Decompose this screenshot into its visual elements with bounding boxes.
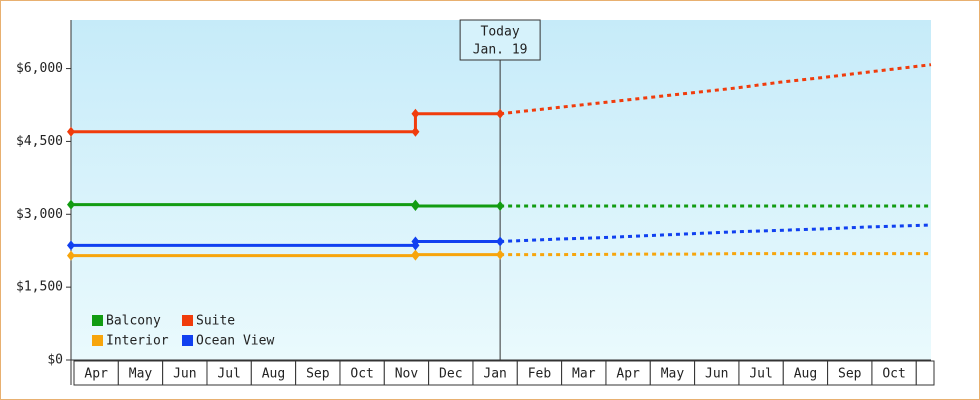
- x-tick-label: Jun: [705, 367, 728, 382]
- point: [496, 236, 505, 247]
- point: [67, 240, 75, 251]
- point: [67, 199, 75, 210]
- x-tick-label: Jan: [483, 367, 506, 382]
- y-tick-label: $3,000: [16, 207, 63, 222]
- x-tick-label: Mar: [572, 367, 596, 382]
- x-axis-cell: [383, 360, 430, 386]
- point: [411, 249, 420, 260]
- x-tick-label: Sep: [306, 367, 330, 382]
- x-axis-cell: [250, 360, 297, 386]
- legend-swatch: [92, 315, 103, 326]
- legend-swatch: [182, 335, 193, 346]
- x-axis-cell: [605, 360, 651, 386]
- y-tick-label: $1,500: [16, 280, 63, 295]
- x-axis-cell: [428, 360, 474, 386]
- x-tick-label: Aug: [262, 367, 285, 382]
- legend-label: Suite: [196, 314, 235, 329]
- x-tick-label: Oct: [350, 367, 373, 382]
- legend-label: Interior: [106, 334, 169, 349]
- today-label: Jan. 19: [473, 43, 528, 58]
- x-axis-cell: [738, 360, 784, 386]
- today-box: [459, 19, 541, 61]
- x-axis-cell: [339, 360, 385, 386]
- x-tick-label: Jun: [173, 367, 196, 382]
- point: [411, 236, 420, 247]
- point: [411, 108, 420, 119]
- x-tick-label: Dec: [439, 367, 462, 382]
- x-axis-cell: [295, 360, 341, 386]
- point: [496, 201, 505, 212]
- series-line: [500, 223, 932, 243]
- x-tick-label: Oct: [882, 367, 905, 382]
- x-axis-cell: [472, 360, 518, 386]
- point: [411, 126, 420, 137]
- x-axis-cell: [206, 360, 252, 386]
- series-line: [71, 203, 501, 208]
- x-tick-label: Feb: [528, 367, 552, 382]
- x-tick-label: Aug: [794, 367, 817, 382]
- x-tick-label: Apr: [616, 367, 640, 382]
- legend-swatch: [92, 335, 103, 346]
- x-tick-label: May: [129, 367, 153, 382]
- x-tick-label: Apr: [84, 367, 108, 382]
- series-line: [499, 63, 932, 116]
- series-line: [71, 253, 501, 258]
- x-axis-cell: [782, 360, 829, 386]
- x-tick-label: Nov: [395, 367, 419, 382]
- legend-swatch: [182, 315, 193, 326]
- x-tick-label: Sep: [838, 367, 862, 382]
- legend-label: Balcony: [106, 314, 161, 329]
- point: [67, 250, 75, 261]
- point: [67, 126, 75, 137]
- point: [496, 108, 505, 119]
- x-axis-cell: [162, 360, 208, 386]
- x-tick-label: Jul: [217, 367, 240, 382]
- x-axis-cell: [561, 360, 607, 386]
- x-axis-cell: [915, 360, 935, 386]
- point: [496, 249, 505, 260]
- point: [411, 201, 420, 212]
- x-tick-label: Jul: [749, 367, 772, 382]
- plot-area: [71, 20, 931, 360]
- y-tick-label: $0: [47, 353, 63, 368]
- series-line: [500, 252, 931, 257]
- y-tick-label: $4,500: [16, 134, 63, 149]
- y-tick-label: $6,000: [16, 61, 63, 76]
- x-tick-label: May: [661, 367, 685, 382]
- x-axis-cell: [516, 360, 563, 386]
- legend-label: Ocean View: [196, 334, 274, 349]
- today-label: Today: [481, 25, 520, 40]
- series-line: [71, 112, 501, 134]
